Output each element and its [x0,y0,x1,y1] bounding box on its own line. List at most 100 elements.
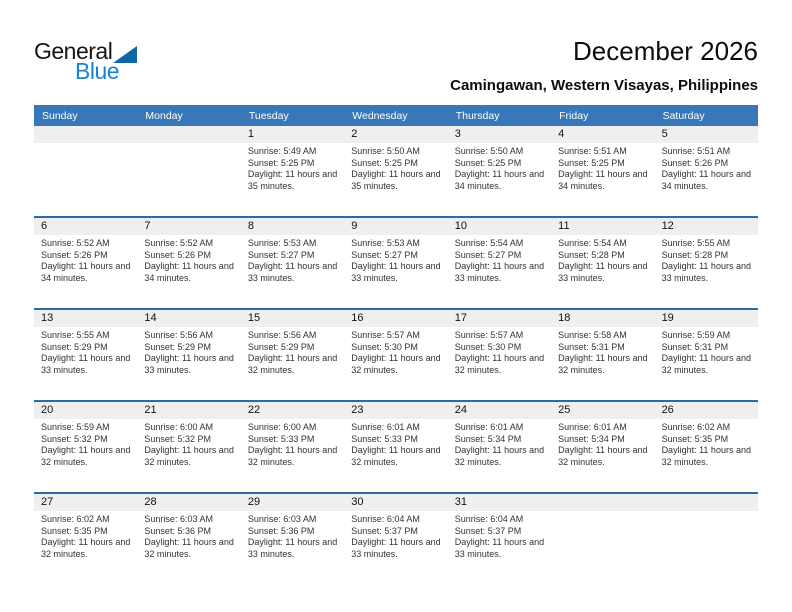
sunrise-text-label: Sunrise: [454,146,488,156]
calendar-body: 1 Sunrise: 5:49 AM Sunset: 5:25 PM Daylight… [34,126,758,584]
sunset-text: Sunset: 5:27 PM [455,250,545,262]
daylight-text-value: 11 hours and 33 minutes. [558,261,648,283]
sunset-text-label: Sunset: [247,433,279,444]
day-details: Sunrise: 6:04 AM Sunset: 5:37 PM Daylight:… [344,511,447,560]
sunrise-text-value: 5:56 AM [283,330,317,340]
sunset-text: Sunset: 5:30 PM [455,342,545,354]
sunset-text-label: Sunset: [661,249,693,260]
daylight-text: Daylight: 11 hours and 34 minutes. [144,261,234,284]
sunrise-text: Sunrise: 5:56 AM [248,330,338,342]
daylight-text-value: 11 hours and 35 minutes. [247,169,338,191]
sunset-text: Sunset: 5:26 PM [662,158,752,170]
sunrise-text-label: Sunrise: [661,330,695,340]
day-cell: 2 Sunrise: 5:50 AM Sunset: 5:25 PM Daylight… [344,126,448,216]
sunset-text-value: 5:31 PM [694,341,729,352]
sunrise-text-value: 6:00 AM [179,422,213,432]
sunset-text-label: Sunset: [247,249,279,260]
day-details: Sunrise: 5:59 AM Sunset: 5:31 PM Daylight:… [655,327,758,376]
sunset-text: Sunset: 5:35 PM [41,526,131,538]
day-number [654,494,758,511]
sunset-text: Sunset: 5:36 PM [144,526,234,538]
daylight-text: Daylight: 11 hours and 32 minutes. [558,445,648,468]
daylight-text-value: 11 hours and 34 minutes. [661,169,751,191]
sunrise-text-value: 5:57 AM [386,330,420,340]
sunrise-text-value: 5:59 AM [76,422,110,432]
daylight-text: Daylight: 11 hours and 32 minutes. [144,445,234,468]
sunrise-text-value: 5:53 AM [283,238,317,248]
day-number: 19 [654,310,758,327]
daylight-text-label: Daylight: [661,445,697,455]
sunrise-text-label: Sunrise: [454,330,488,340]
daylight-text-value: 11 hours and 33 minutes. [454,537,545,559]
sunset-text-label: Sunset: [144,525,175,536]
day-details: Sunrise: 5:53 AM Sunset: 5:27 PM Daylight:… [241,235,344,284]
sunrise-text-label: Sunrise: [351,422,385,432]
week-row: 6 Sunrise: 5:52 AM Sunset: 5:26 PM Daylight… [34,216,758,308]
day-number: 23 [344,402,448,419]
logo-general-text: General [34,38,113,64]
sunrise-text: Sunrise: 5:52 AM [41,238,131,250]
sunset-text-value: 5:34 PM [487,433,522,444]
day-number: 5 [654,126,758,143]
day-details: Sunrise: 5:58 AM Sunset: 5:31 PM Daylight:… [551,327,654,376]
sunrise-text-label: Sunrise: [661,238,695,248]
sunset-text-label: Sunset: [41,433,72,444]
sunrise-text: Sunrise: 6:00 AM [144,422,234,434]
day-number: 3 [447,126,552,143]
week-row: 20 Sunrise: 5:59 AM Sunset: 5:32 PM Dayligh… [34,400,758,492]
sunset-text: Sunset: 5:29 PM [144,342,234,354]
day-details: Sunrise: 6:00 AM Sunset: 5:33 PM Daylight:… [241,419,344,468]
sunrise-text-value: 6:00 AM [283,422,317,432]
day-details: Sunrise: 5:57 AM Sunset: 5:30 PM Daylight:… [344,327,447,376]
daylight-text: Daylight: 11 hours and 33 minutes. [144,353,234,376]
daylight-text-label: Daylight: [41,537,77,547]
daylight-text: Daylight: 11 hours and 33 minutes. [248,261,338,284]
weekday-label: Wednesday [352,109,408,122]
day-number: 7 [137,218,241,235]
sunrise-text-value: 5:52 AM [179,238,213,248]
sunset-text-value: 5:28 PM [694,249,729,260]
sunrise-text-label: Sunrise: [454,238,488,248]
empty-day-cell [551,494,655,584]
sunrise-text-value: 6:01 AM [593,422,627,432]
sunrise-text-label: Sunrise: [144,238,178,248]
daylight-text-label: Daylight: [661,169,697,179]
sunrise-text-label: Sunrise: [661,422,695,432]
sunset-text-value: 5:29 PM [177,341,211,352]
sunrise-text-value: 5:56 AM [179,330,213,340]
day-number [551,494,655,511]
sunset-text-value: 5:29 PM [280,341,315,352]
sunset-text-label: Sunset: [351,341,382,352]
day-number: 16 [344,310,448,327]
sunset-text-value: 5:26 PM [177,249,211,260]
daylight-text-label: Daylight: [247,353,283,363]
day-cell: 24 Sunrise: 6:01 AM Sunset: 5:34 PM Dayligh… [447,402,552,492]
sunrise-text-label: Sunrise: [41,238,75,248]
day-number: 24 [447,402,552,419]
day-details: Sunrise: 5:52 AM Sunset: 5:26 PM Daylight:… [137,235,240,284]
sunrise-text: Sunrise: 6:00 AM [248,422,338,434]
sunrise-text-value: 5:50 AM [490,146,524,156]
day-cell: 11 Sunrise: 5:54 AM Sunset: 5:28 PM Dayligh… [551,218,655,308]
daylight-text-label: Daylight: [661,353,697,363]
sunset-text-value: 5:26 PM [74,249,108,260]
logo-blue-text: Blue [75,58,120,84]
sunset-text-value: 5:26 PM [694,157,729,168]
day-number: 13 [34,310,138,327]
sunrise-text: Sunrise: 5:57 AM [455,330,545,342]
sunrise-text-label: Sunrise: [144,422,178,432]
day-cell: 7 Sunrise: 5:52 AM Sunset: 5:26 PM Daylight… [137,218,241,308]
daylight-text-label: Daylight: [351,445,387,455]
sunrise-text: Sunrise: 6:01 AM [351,422,441,434]
day-cell: 9 Sunrise: 5:53 AM Sunset: 5:27 PM Daylight… [344,218,448,308]
day-details: Sunrise: 5:55 AM Sunset: 5:28 PM Daylight:… [655,235,758,284]
day-number: 15 [240,310,345,327]
daylight-text-label: Daylight: [454,537,490,547]
day-cell: 29 Sunrise: 6:03 AM Sunset: 5:36 PM Dayligh… [240,494,345,584]
general-blue-logo: General Blue [34,38,138,85]
sunset-text-value: 5:35 PM [694,433,729,444]
day-number: 12 [654,218,758,235]
sunrise-text-label: Sunrise: [454,514,488,524]
daylight-text: Daylight: 11 hours and 32 minutes. [248,353,338,376]
